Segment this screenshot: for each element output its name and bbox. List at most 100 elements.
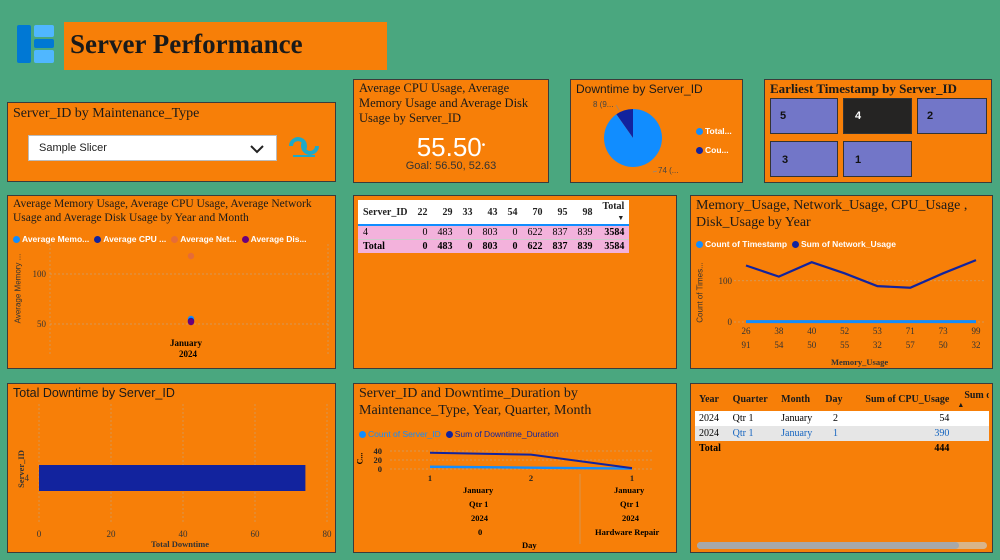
table-cell: 390 <box>934 428 950 439</box>
usage-xtick-bottom: 57 <box>906 340 916 350</box>
tile-4[interactable]: 4 <box>843 98 912 134</box>
pie-legend: Total... Cou... <box>696 122 732 160</box>
slicer-dropdown-value: Sample Slicer <box>39 142 107 154</box>
matrix-header-cell[interactable]: 70 <box>532 206 543 218</box>
table-total-label: Total <box>699 443 721 454</box>
table-total-value: 444 <box>934 443 950 454</box>
bar-server-4 <box>39 465 306 491</box>
slicer-panel: Server_ID by Maintenance_Type Sample Sli… <box>7 102 336 182</box>
scatter-point-3 <box>187 252 195 260</box>
downtime-pie-panel: Downtime by Server_ID 8 (9... 74 (... To… <box>570 79 743 183</box>
matrix-cell: 0 <box>512 227 518 238</box>
matrix-cell: 622 <box>527 227 543 238</box>
table-cell: Qtr 1 <box>732 428 754 439</box>
bar-category-label: 4 <box>25 473 30 483</box>
kpi-goal: Goal: 56.50, 52.63 <box>405 160 497 172</box>
matrix-header-cell[interactable]: Server_ID <box>363 206 408 218</box>
dd-xlabel: Day <box>522 540 537 550</box>
usage-xlabel: Memory_Usage <box>831 357 889 367</box>
matrix-cell: 0 <box>467 241 473 252</box>
table-row[interactable]: 2024 Qtr 1 January 1 390 <box>695 426 989 441</box>
pie-legend-item-total: Total... <box>696 122 732 141</box>
pie-label-large: 74 (... <box>658 166 679 175</box>
memory-cpu-xlabel-month: January <box>170 338 203 348</box>
scatter-ytick: 100 <box>33 269 47 279</box>
usage-xtick-top: 99 <box>972 326 982 336</box>
tile-2-label: 2 <box>927 110 934 122</box>
dd-xtick: 1 <box>428 473 432 483</box>
matrix-header-cell[interactable]: 33 <box>462 206 473 218</box>
kpi-value-text: 55.50 <box>416 132 482 162</box>
kpi-card: Average CPU Usage, Average Memory Usage … <box>353 79 549 183</box>
total-downtime-xlabel: Total Downtime <box>151 539 210 549</box>
dd-ytick: 0 <box>378 464 382 474</box>
tile-2[interactable]: 2 <box>917 98 987 134</box>
bar-xtick: 0 <box>37 529 42 539</box>
table-cell: January <box>781 428 813 439</box>
tile-4-label: 4 <box>855 110 862 122</box>
matrix-cell: 837 <box>552 227 568 238</box>
dd-xtick: 1 <box>630 473 634 483</box>
table-total-row: Total 444 <box>695 441 989 456</box>
table-header-cell[interactable]: Day <box>825 394 843 405</box>
legend-item-network: Average Net... <box>171 234 237 244</box>
table-header-cell[interactable]: Month <box>781 394 811 405</box>
dd-group-qtr-2: Qtr 1 <box>620 499 640 509</box>
usage-series-line-2 <box>745 259 977 289</box>
matrix-cell: 483 <box>437 241 453 252</box>
pie-label-small: 8 (9... <box>593 100 614 109</box>
earliest-timestamp-panel: Earliest Timestamp by Server_ID 5 4 2 3 … <box>764 79 992 183</box>
table-header-cell[interactable]: Sum of Dis▲ <box>953 388 989 411</box>
dd-group-type-1: 0 <box>478 527 483 537</box>
slicer-dropdown[interactable]: Sample Slicer <box>28 135 277 161</box>
table-header-cell[interactable]: Quarter <box>732 394 768 405</box>
table-header-cell[interactable]: Year <box>699 394 719 405</box>
legend-item-cpu: Average CPU ... <box>94 234 166 244</box>
bar-xtick: 80 <box>323 529 333 539</box>
table-cell <box>953 411 989 426</box>
tile-1[interactable]: 1 <box>843 141 912 177</box>
memory-cpu-panel: Average Memory Usage, Average CPU Usage,… <box>7 195 336 369</box>
bar-xtick: 40 <box>179 529 189 539</box>
matrix-header-cell[interactable]: Total ▼ <box>602 201 625 222</box>
matrix-header-cell[interactable]: 54 <box>507 206 518 218</box>
matrix-cell: 4 <box>363 227 368 238</box>
scatter-ytick: 50 <box>37 319 47 329</box>
tile-5[interactable]: 5 <box>770 98 838 134</box>
scrollbar-thumb[interactable] <box>697 542 959 549</box>
matrix-header-cell[interactable]: 43 <box>487 206 498 218</box>
page-header: Server Performance <box>64 22 387 70</box>
dd-ytick: 40 <box>374 446 383 456</box>
legend-item-memory: Average Memo... <box>13 234 89 244</box>
matrix-header-cell[interactable]: 22 <box>417 206 428 218</box>
matrix-header-cell[interactable]: 95 <box>557 206 568 218</box>
matrix-header-cell[interactable]: 98 <box>582 206 593 218</box>
sort-ascending-icon[interactable]: ▲ <box>957 401 965 409</box>
usage-legend: Count of Timestamp Sum of Network_Usage <box>696 239 896 249</box>
matrix-cell: Total <box>363 241 385 252</box>
page-title: Server Performance <box>70 29 303 59</box>
table-header-cell[interactable]: Sum of CPU_Usage <box>865 394 950 405</box>
usage-xtick-top: 53 <box>873 326 883 336</box>
legend-item-disk: Average Dis... <box>241 234 307 244</box>
downtime-duration-title: Server_ID and Downtime_Duration by Maint… <box>359 386 592 418</box>
matrix-cell: 803 <box>482 227 498 238</box>
pie-slice-total <box>604 109 662 167</box>
matrix-header-cell[interactable]: 29 <box>442 206 453 218</box>
pie-chart <box>604 104 662 173</box>
matrix-cell: 839 <box>577 241 593 252</box>
tile-3[interactable]: 3 <box>770 141 838 177</box>
table-cell: 2024 <box>699 413 719 424</box>
kpi-title: Average CPU Usage, Average Memory Usage … <box>359 81 529 125</box>
table-row[interactable]: 2024 Qtr 1 January 2 54 <box>695 411 989 426</box>
memory-cpu-xlabel-year: 2024 <box>179 349 197 359</box>
usage-xtick-top: 73 <box>939 326 949 336</box>
usage-ytick: 100 <box>719 276 733 286</box>
usage-by-year-panel: Memory_Usage, Network_Usage, CPU_Usage ,… <box>690 195 993 369</box>
pie-legend-item-count: Cou... <box>696 141 732 160</box>
table-horizontal-scrollbar[interactable] <box>697 542 987 549</box>
dd-group-year-2: 2024 <box>622 513 639 523</box>
